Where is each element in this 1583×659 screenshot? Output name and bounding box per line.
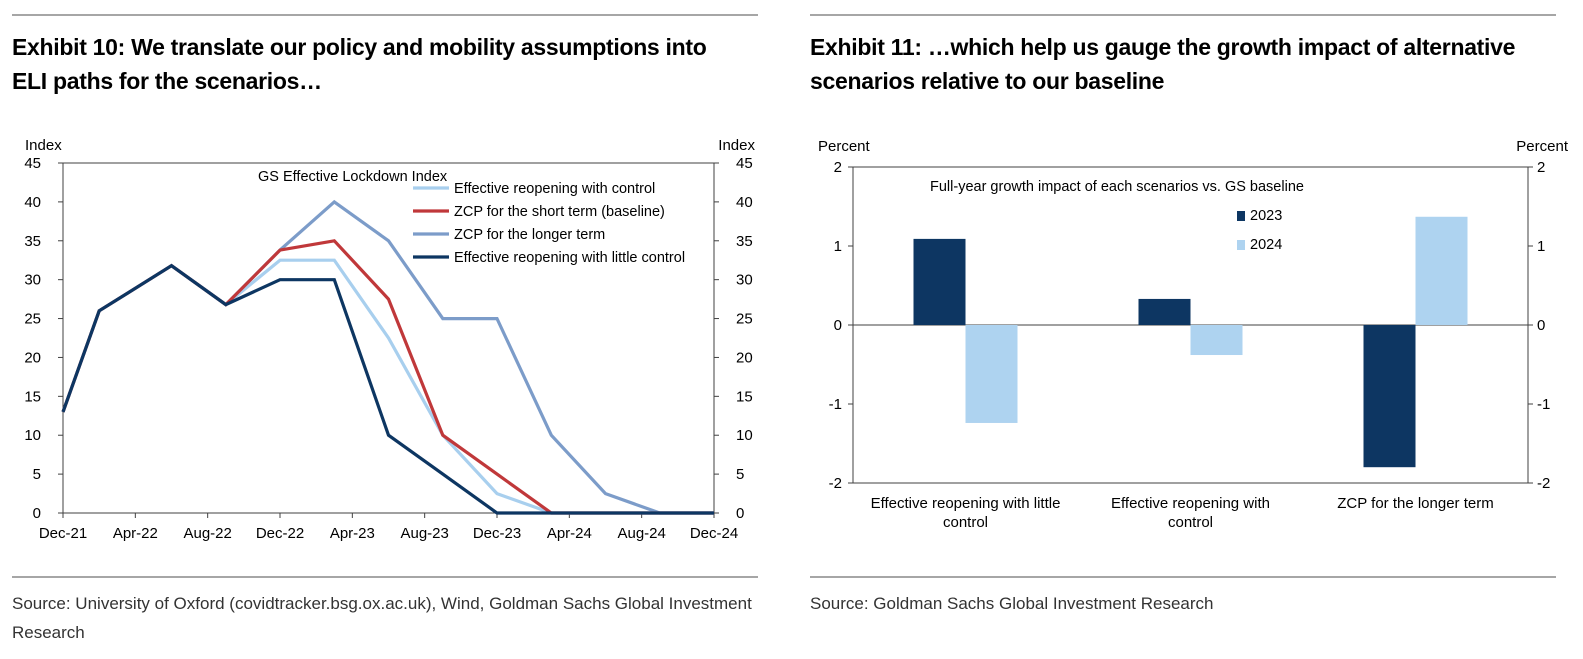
right-y-tick-label: 40 xyxy=(736,194,753,211)
chart-title: GS Effective Lockdown Index xyxy=(258,169,448,185)
left-y-tick-label: 40 xyxy=(24,194,41,211)
legend-swatch xyxy=(1237,211,1245,221)
right-y-tick-label: 45 xyxy=(736,155,753,172)
x-tick-label: Dec-24 xyxy=(690,525,738,542)
left-y-tick-label: 35 xyxy=(24,233,41,250)
right-y-tick-label: 15 xyxy=(736,388,753,405)
top-rule xyxy=(12,14,758,16)
lockdown-index-line-chart: Index Index 0 0 5 5 10 10 15 15 20 20 25 25 30 30 35 35… xyxy=(24,137,755,542)
bar-2024 xyxy=(1190,325,1243,356)
legend-label: 2023 xyxy=(1250,208,1282,224)
x-tick-label: Dec-21 xyxy=(39,525,87,542)
left-y-tick-label: -1 xyxy=(829,396,842,413)
right-y-tick-label: 25 xyxy=(736,311,753,328)
left-y-axis-label: Percent xyxy=(818,138,871,155)
left-y-tick-label: 30 xyxy=(24,272,41,289)
chart-title: Full-year growth impact of each scenario… xyxy=(930,179,1304,195)
legend-label: ZCP for the longer term xyxy=(454,227,605,243)
category-label: Effective reopening with xyxy=(1111,495,1270,512)
right-y-tick-label: -2 xyxy=(1537,475,1550,492)
category-label: control xyxy=(943,514,988,531)
right-y-tick-label: 2 xyxy=(1537,159,1545,176)
left-y-tick-label: 0 xyxy=(33,505,41,522)
plot-frame xyxy=(62,162,715,514)
right-y-tick-label: 35 xyxy=(736,233,753,250)
bar-2023 xyxy=(913,238,966,325)
left-y-tick-label: 45 xyxy=(24,155,41,172)
left-y-tick-label: 1 xyxy=(834,238,842,255)
series-line-zcp-for-the-short-term-baseline xyxy=(61,239,714,515)
legend-label: ZCP for the short term (baseline) xyxy=(454,204,665,220)
left-y-tick-label: 20 xyxy=(24,349,41,366)
x-tick-label: Dec-22 xyxy=(256,525,304,542)
category-label: control xyxy=(1168,514,1213,531)
left-y-tick-label: 10 xyxy=(24,427,41,444)
right-y-tick-label: 0 xyxy=(1537,317,1545,334)
right-y-axis-label: Index xyxy=(718,137,755,154)
left-y-tick-label: -2 xyxy=(829,475,842,492)
right-y-tick-label: 5 xyxy=(736,466,744,483)
exhibit-10-title-line-1: Exhibit 10: We translate our policy and … xyxy=(12,34,707,60)
left-y-tick-label: 0 xyxy=(834,317,842,334)
x-tick-label: Aug-24 xyxy=(617,525,665,542)
exhibit-11-source-line-1: Source: Goldman Sachs Global Investment … xyxy=(810,594,1214,613)
bar-2023 xyxy=(1138,298,1191,325)
left-y-tick-label: 25 xyxy=(24,311,41,328)
left-y-axis-label: Index xyxy=(25,137,62,154)
right-y-axis-label: Percent xyxy=(1516,138,1569,155)
bottom-rule xyxy=(12,576,758,578)
x-tick-label: Apr-23 xyxy=(330,525,375,542)
right-y-tick-label: 10 xyxy=(736,427,753,444)
x-tick-label: Apr-22 xyxy=(113,525,158,542)
left-y-tick-label: 2 xyxy=(834,159,842,176)
x-tick-label: Aug-23 xyxy=(400,525,448,542)
series-line-zcp-for-the-longer-term xyxy=(61,199,714,515)
right-y-tick-label: 1 xyxy=(1537,238,1545,255)
legend-label: Effective reopening with control xyxy=(454,181,655,197)
right-y-tick-label: 30 xyxy=(736,272,753,289)
left-y-tick-label: 15 xyxy=(24,388,41,405)
category-label: ZCP for the longer term xyxy=(1337,495,1493,512)
legend-label: Effective reopening with little control xyxy=(454,250,685,266)
exhibit-10-title-line-2: ELI paths for the scenarios… xyxy=(12,68,322,94)
bottom-rule xyxy=(810,576,1556,578)
bar-2023 xyxy=(1363,325,1416,468)
exhibit-11-title-line-1: Exhibit 11: …which help us gauge the gro… xyxy=(810,34,1516,60)
legend-label: 2024 xyxy=(1250,237,1282,253)
exhibit-10-source-line-1: Source: University of Oxford (covidtrack… xyxy=(12,594,752,613)
x-tick-label: Apr-24 xyxy=(547,525,592,542)
legend-swatch xyxy=(1237,240,1245,250)
exhibit-10-source-line-2: Research xyxy=(12,623,85,642)
growth-impact-bar-chart: Percent Percent -2 -2 -1 -1 0 0 1 1 2 2 Effective … xyxy=(818,138,1569,531)
left-y-tick-label: 5 xyxy=(33,466,41,483)
bar-2024 xyxy=(1415,216,1468,325)
x-tick-label: Dec-23 xyxy=(473,525,521,542)
right-y-tick-label: -1 xyxy=(1537,396,1550,413)
series-line-effective-reopening-with-little-control xyxy=(61,263,714,515)
category-label: Effective reopening with little xyxy=(871,495,1061,512)
right-y-tick-label: 0 xyxy=(736,505,744,522)
top-rule xyxy=(810,14,1556,16)
x-tick-label: Aug-22 xyxy=(183,525,231,542)
bar-2024 xyxy=(965,325,1018,423)
right-y-tick-label: 20 xyxy=(736,349,753,366)
exhibit-11-title-line-2: scenarios relative to our baseline xyxy=(810,68,1165,94)
